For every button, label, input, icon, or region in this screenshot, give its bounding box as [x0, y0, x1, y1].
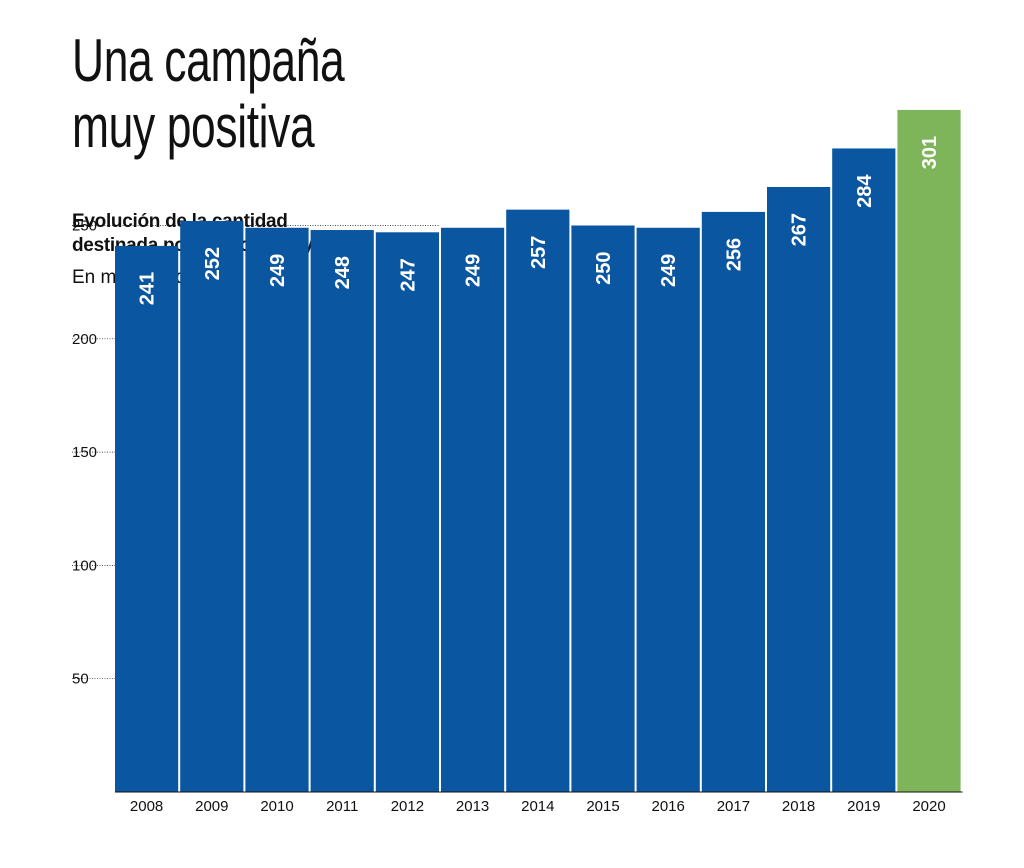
y-tick-label: 50: [72, 671, 89, 688]
x-tick-label: 2017: [717, 798, 750, 815]
bar: [375, 232, 439, 793]
bar-value-label: 247: [397, 258, 419, 291]
bar-value-label: 284: [854, 174, 876, 208]
bar: [767, 186, 831, 792]
x-tick-label: 2020: [912, 798, 945, 815]
x-tick-label: 2008: [130, 798, 163, 815]
bars: 241 252 249 248 247 249 257 250 249 256 267 284 301: [115, 109, 961, 793]
bar-value-label: 250: [593, 252, 615, 285]
bar-value-label: 248: [332, 256, 354, 289]
x-tick-label: 2016: [652, 798, 685, 815]
bar-value-label: 256: [723, 238, 745, 271]
x-tick-label: 2012: [391, 798, 424, 815]
bar: [115, 245, 179, 793]
y-tick-label: 250: [72, 218, 97, 235]
bar-value-label: 249: [658, 254, 680, 287]
bar-value-label: 301: [919, 136, 941, 169]
x-tick-label: 2013: [456, 798, 489, 815]
x-tick-label: 2014: [521, 798, 554, 815]
bar-value-label: 252: [202, 247, 224, 280]
bar: [701, 211, 765, 793]
bar: [506, 209, 570, 792]
y-tick-label: 150: [72, 444, 97, 461]
bar: [897, 109, 961, 792]
x-tick-label: 2010: [260, 798, 293, 815]
x-tick-label: 2011: [326, 798, 358, 815]
bar-value-label: 241: [137, 272, 159, 305]
chart-title: Una campaña muy positiva: [72, 27, 345, 160]
y-axis: 50 100 150 200 250: [72, 218, 440, 688]
bar-value-label: 249: [267, 254, 289, 287]
bar: [832, 148, 896, 792]
x-tick-label: 2009: [195, 798, 228, 815]
bar-value-label: 249: [463, 254, 485, 287]
x-axis: 2008 2009 2010 2011 2012 2013 2014 2015 2016 2017…: [115, 791, 963, 815]
y-tick-label: 200: [72, 331, 97, 348]
bar-value-label: 267: [789, 213, 811, 246]
x-tick-label: 2019: [847, 798, 880, 815]
bar: [636, 227, 700, 793]
bar: [180, 220, 244, 792]
x-tick-label: 2018: [782, 798, 815, 815]
y-tick-label: 100: [72, 557, 97, 574]
bar: [571, 225, 635, 792]
bar: [245, 227, 309, 793]
x-tick-label: 2015: [586, 798, 619, 815]
bar: [310, 230, 374, 793]
bar-value-label: 257: [528, 236, 550, 269]
bar: [441, 227, 505, 793]
